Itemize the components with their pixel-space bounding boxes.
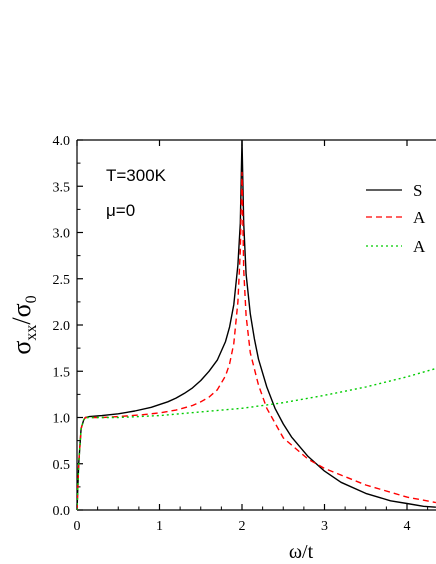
y-axis-title-base2: σ [7, 303, 36, 317]
y-tick-label: 1.0 [53, 412, 71, 427]
x-axis-title: ω/t [289, 541, 314, 563]
y-axis-title-sub: xx [23, 325, 40, 341]
legend-label-3: A [413, 237, 426, 256]
y-axis-title-sub2: 0 [23, 295, 40, 303]
series-layer [77, 140, 436, 511]
legend-label-2: A [413, 208, 426, 227]
x-tick-label: 4 [404, 519, 411, 534]
annotation-mu: μ=0 [106, 201, 135, 220]
x-tick-label: 2 [239, 519, 246, 534]
legend: S A A [366, 181, 426, 256]
y-axis-title: σxx/σ0 [7, 295, 40, 354]
y-tick-label: 4.0 [53, 134, 71, 149]
x-tick-label: 1 [156, 519, 163, 534]
y-tick-label: 3.5 [53, 180, 71, 195]
series-line-1 [77, 140, 436, 511]
series-line-3 [77, 367, 436, 511]
x-tick-label: 3 [321, 519, 328, 534]
y-tick-label: 0.5 [53, 458, 71, 473]
y-tick-label: 2.5 [53, 273, 71, 288]
y-tick-label: 0.0 [53, 504, 71, 519]
y-tick-label: 2.0 [53, 319, 71, 334]
y-tick-label: 3.0 [53, 227, 71, 242]
x-tick-label: 0 [74, 519, 81, 534]
annotation-temperature: T=300K [106, 166, 167, 185]
y-tick-label: 1.5 [53, 365, 71, 380]
series-line-2 [77, 171, 436, 511]
ticks: 0.0 0.5 1.0 1.5 2.0 2.5 3.0 3.5 4.0 0 1 2 3 4 [53, 134, 429, 534]
y-axis-title-slash: / [7, 317, 36, 325]
legend-label-1: S [413, 181, 422, 200]
y-axis-title-base: σ [7, 341, 36, 355]
